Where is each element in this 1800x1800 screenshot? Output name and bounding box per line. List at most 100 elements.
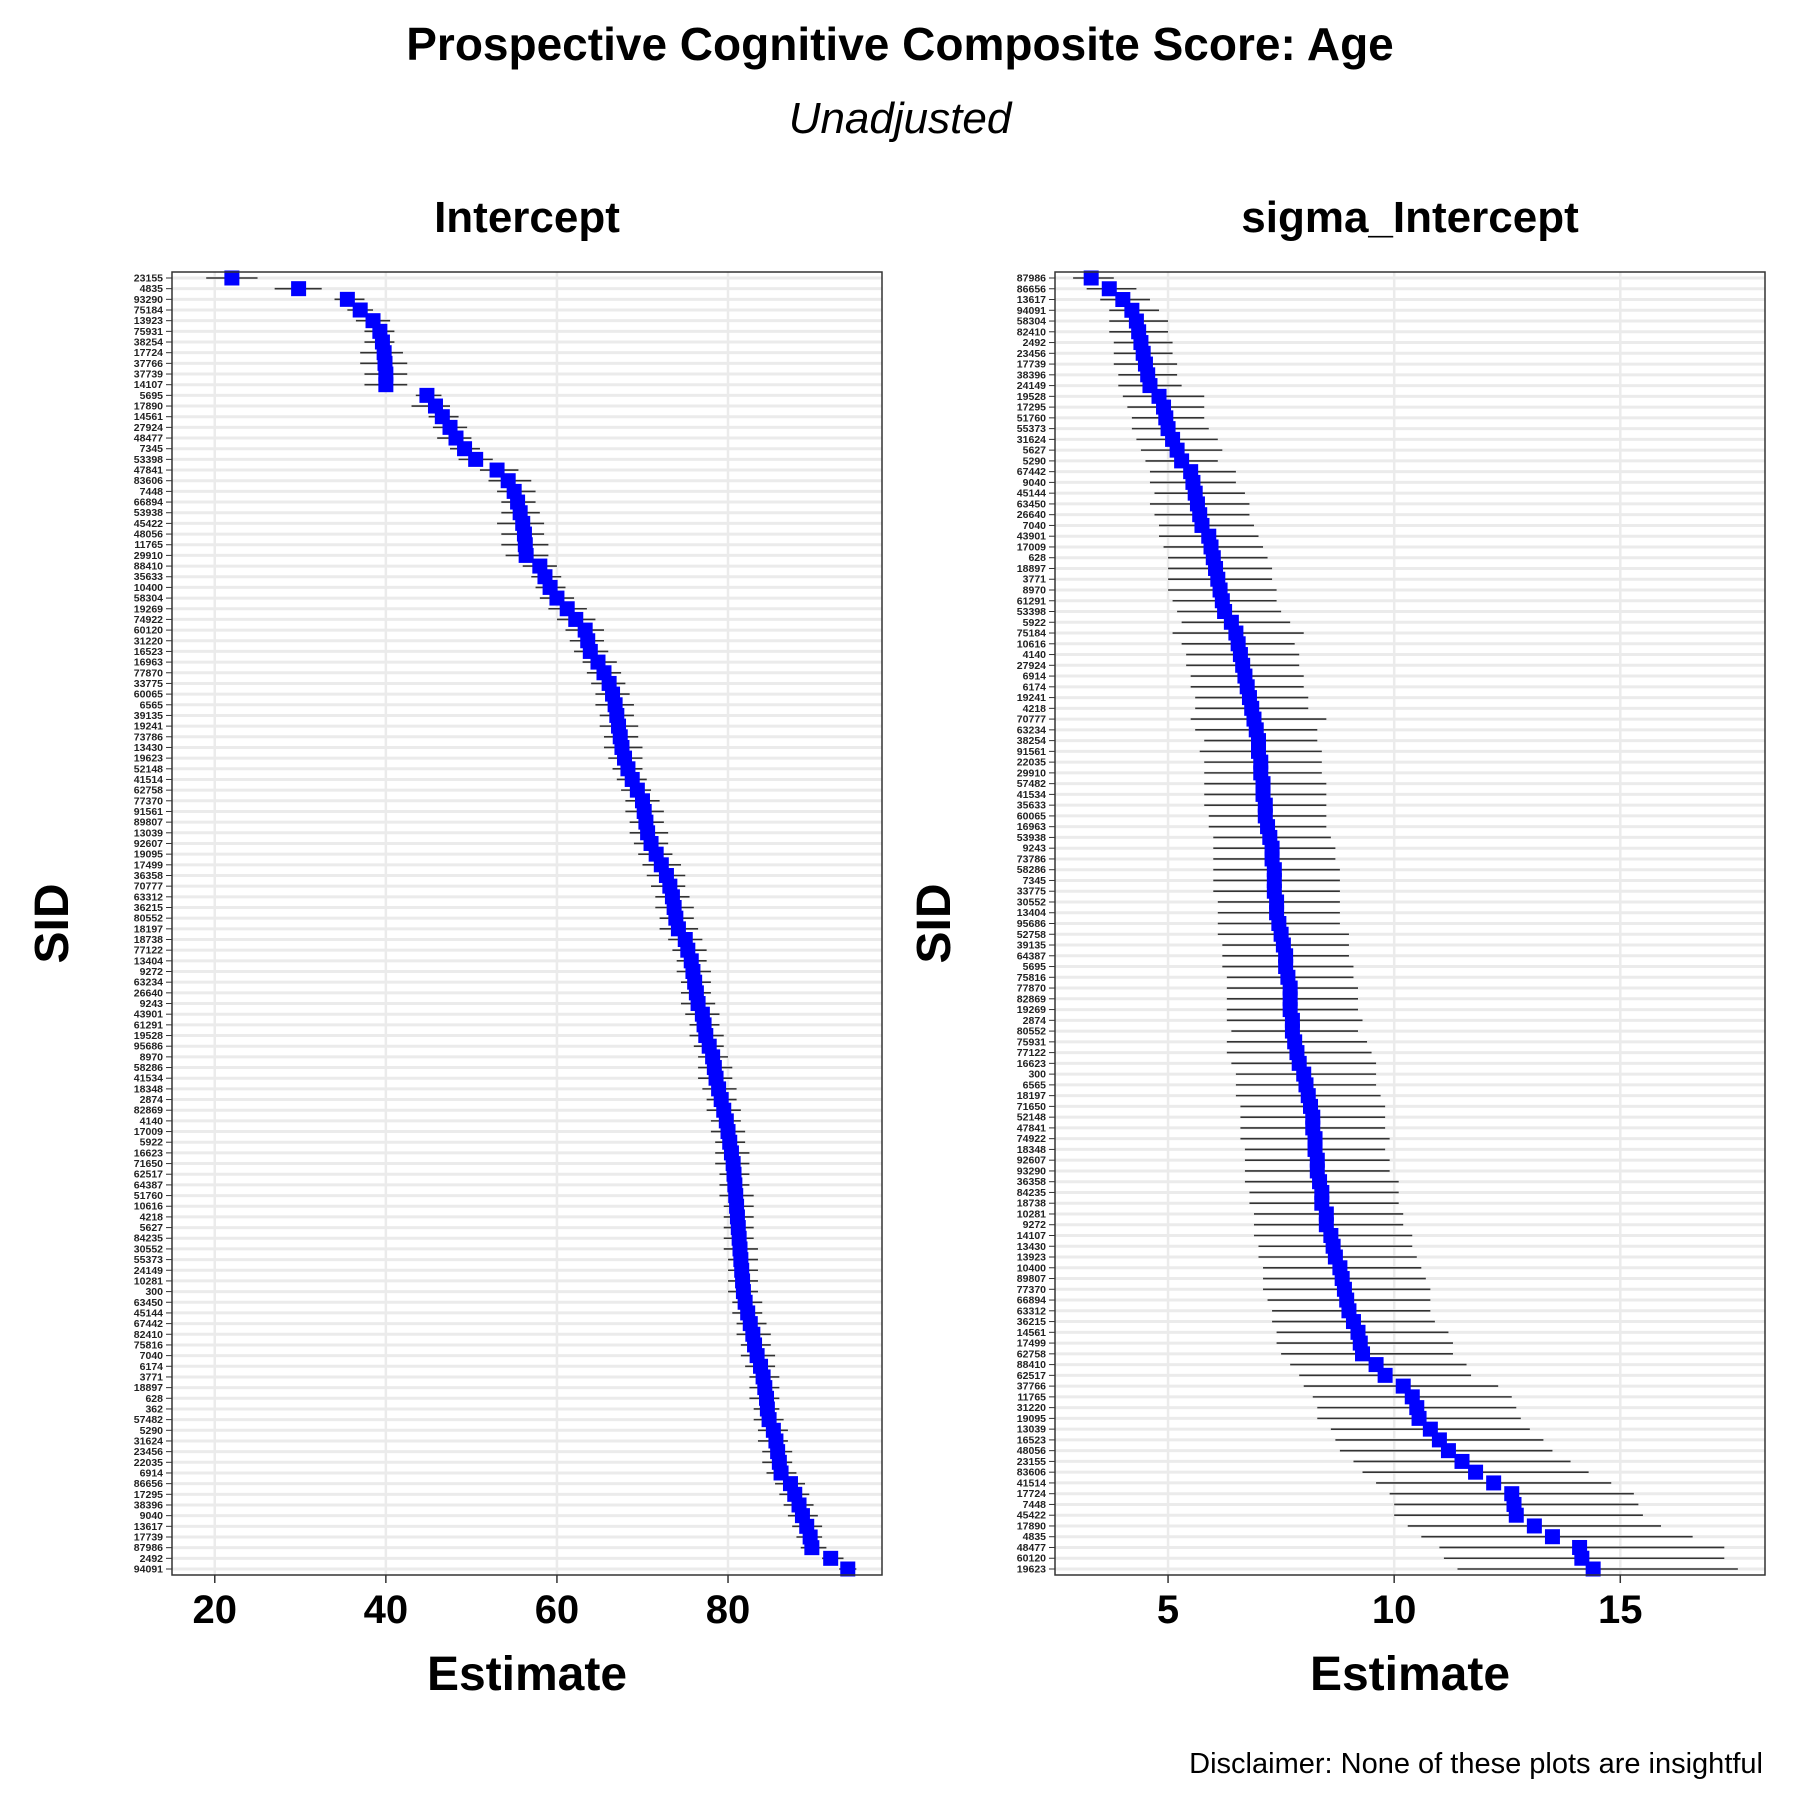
ytick-label-intercept: 19095 bbox=[134, 849, 163, 861]
ytick-label-sigma: 628 bbox=[1028, 552, 1046, 564]
ytick-label-intercept: 27924 bbox=[134, 422, 163, 434]
panel-sigma-intercept: sigma_Intercept 8798686656136179409158304… bbox=[908, 193, 1766, 1701]
xtick-label-intercept: 80 bbox=[706, 1588, 751, 1632]
ytick-label-intercept: 37766 bbox=[134, 358, 163, 370]
ytick-label-sigma: 17890 bbox=[1017, 1520, 1046, 1532]
ytick-label-intercept: 66894 bbox=[134, 497, 163, 509]
point-sigma-41514 bbox=[1486, 1475, 1502, 1491]
ytick-label-sigma: 94091 bbox=[1017, 305, 1046, 317]
y-axis-title-sigma: SID bbox=[908, 883, 961, 963]
ytick-label-intercept: 9272 bbox=[140, 966, 164, 978]
ytick-label-sigma: 39135 bbox=[1017, 940, 1046, 952]
ytick-label-intercept: 13039 bbox=[134, 827, 163, 839]
ytick-label-sigma: 27924 bbox=[1017, 660, 1046, 672]
ytick-label-intercept: 55373 bbox=[134, 1254, 163, 1266]
ytick-label-sigma: 13923 bbox=[1017, 1252, 1046, 1264]
ytick-label-intercept: 48477 bbox=[134, 433, 163, 445]
ytick-label-intercept: 31624 bbox=[134, 1435, 163, 1447]
ytick-label-intercept: 93290 bbox=[134, 294, 163, 306]
ytick-label-intercept: 67442 bbox=[134, 1318, 163, 1330]
ytick-label-sigma: 14561 bbox=[1017, 1327, 1046, 1339]
ytick-label-sigma: 7345 bbox=[1023, 875, 1047, 887]
ytick-label-sigma: 4835 bbox=[1023, 1531, 1047, 1543]
ytick-label-intercept: 61291 bbox=[134, 1019, 163, 1031]
ytick-label-sigma: 3771 bbox=[1023, 574, 1047, 586]
ytick-label-intercept: 18348 bbox=[134, 1083, 163, 1095]
point-sigma-60120 bbox=[1574, 1550, 1590, 1566]
ytick-label-sigma: 70777 bbox=[1017, 714, 1046, 726]
ytick-label-intercept: 5695 bbox=[140, 390, 164, 402]
ytick-label-intercept: 80552 bbox=[134, 913, 163, 925]
ytick-label-intercept: 84235 bbox=[134, 1233, 163, 1245]
ytick-label-intercept: 4140 bbox=[140, 1115, 164, 1127]
point-intercept-94091 bbox=[840, 1561, 856, 1577]
ytick-label-intercept: 2492 bbox=[140, 1553, 164, 1565]
ytick-label-sigma: 10616 bbox=[1017, 638, 1046, 650]
ytick-label-sigma: 43901 bbox=[1017, 531, 1046, 543]
ytick-label-intercept: 17295 bbox=[134, 1489, 163, 1501]
ytick-label-intercept: 33775 bbox=[134, 678, 163, 690]
ytick-label-intercept: 9243 bbox=[140, 998, 164, 1010]
ytick-label-intercept: 45144 bbox=[134, 1307, 163, 1319]
ytick-label-intercept: 5290 bbox=[140, 1425, 164, 1437]
x-axis-title-intercept: Estimate bbox=[427, 1648, 627, 1701]
ytick-label-intercept: 5627 bbox=[140, 1222, 164, 1234]
ytick-label-intercept: 88410 bbox=[134, 561, 163, 573]
ytick-label-sigma: 84235 bbox=[1017, 1187, 1046, 1199]
point-intercept-14107 bbox=[378, 377, 394, 393]
ytick-label-sigma: 53938 bbox=[1017, 832, 1046, 844]
ytick-label-sigma: 6914 bbox=[1023, 671, 1047, 683]
ytick-label-intercept: 14561 bbox=[134, 411, 163, 423]
ytick-label-intercept: 8970 bbox=[140, 1051, 164, 1063]
ytick-label-sigma: 58286 bbox=[1017, 864, 1046, 876]
ytick-label-intercept: 36215 bbox=[134, 902, 163, 914]
ytick-label-intercept: 36358 bbox=[134, 870, 163, 882]
ytick-label-sigma: 88410 bbox=[1017, 1359, 1046, 1371]
ytick-label-intercept: 37739 bbox=[134, 369, 163, 381]
point-sigma-19623 bbox=[1585, 1561, 1601, 1577]
ytick-label-sigma: 77370 bbox=[1017, 1284, 1046, 1296]
ytick-label-sigma: 8970 bbox=[1023, 584, 1047, 596]
ytick-label-intercept: 19241 bbox=[134, 721, 163, 733]
ytick-label-sigma: 13617 bbox=[1017, 294, 1046, 306]
ytick-label-sigma: 63234 bbox=[1017, 724, 1046, 736]
ytick-label-sigma: 13039 bbox=[1017, 1424, 1046, 1436]
ytick-label-sigma: 51760 bbox=[1017, 412, 1046, 424]
ytick-label-sigma: 4218 bbox=[1023, 703, 1047, 715]
ytick-label-intercept: 75184 bbox=[134, 305, 163, 317]
ytick-label-sigma: 300 bbox=[1028, 1069, 1046, 1081]
ytick-label-sigma: 24149 bbox=[1017, 380, 1046, 392]
ytick-label-sigma: 36358 bbox=[1017, 1176, 1046, 1188]
ytick-label-intercept: 13923 bbox=[134, 315, 163, 327]
xtick-label-intercept: 60 bbox=[535, 1588, 580, 1632]
ytick-label-sigma: 29910 bbox=[1017, 767, 1046, 779]
ytick-label-intercept: 14107 bbox=[134, 379, 163, 391]
ytick-label-intercept: 38396 bbox=[134, 1499, 163, 1511]
ytick-label-intercept: 58304 bbox=[134, 593, 163, 605]
ytick-label-intercept: 3771 bbox=[140, 1371, 164, 1383]
ytick-label-sigma: 93290 bbox=[1017, 1165, 1046, 1177]
point-intercept-29910 bbox=[518, 547, 534, 563]
ytick-label-intercept: 18197 bbox=[134, 923, 163, 935]
ytick-label-intercept: 45422 bbox=[134, 518, 163, 530]
ytick-label-sigma: 18897 bbox=[1017, 563, 1046, 575]
chart-subtitle: Unadjusted bbox=[789, 94, 1013, 143]
ytick-label-sigma: 45144 bbox=[1017, 488, 1046, 500]
ytick-label-sigma: 75931 bbox=[1017, 1036, 1046, 1048]
ytick-label-intercept: 9040 bbox=[140, 1510, 164, 1522]
ytick-label-intercept: 71650 bbox=[134, 1158, 163, 1170]
ytick-label-sigma: 10281 bbox=[1017, 1208, 1046, 1220]
point-sigma-87986 bbox=[1083, 270, 1099, 286]
ytick-label-intercept: 53398 bbox=[134, 454, 163, 466]
ytick-label-intercept: 19623 bbox=[134, 753, 163, 765]
ytick-label-intercept: 19269 bbox=[134, 603, 163, 615]
ytick-label-sigma: 22035 bbox=[1017, 757, 1046, 769]
xtick-label-intercept: 20 bbox=[193, 1588, 238, 1632]
ytick-label-intercept: 22035 bbox=[134, 1457, 163, 1469]
ytick-label-sigma: 37766 bbox=[1017, 1381, 1046, 1393]
panel-border-intercept bbox=[171, 271, 883, 1576]
xtick-label-sigma: 10 bbox=[1372, 1588, 1417, 1632]
ytick-label-intercept: 75931 bbox=[134, 326, 163, 338]
ytick-label-intercept: 17724 bbox=[134, 347, 163, 359]
